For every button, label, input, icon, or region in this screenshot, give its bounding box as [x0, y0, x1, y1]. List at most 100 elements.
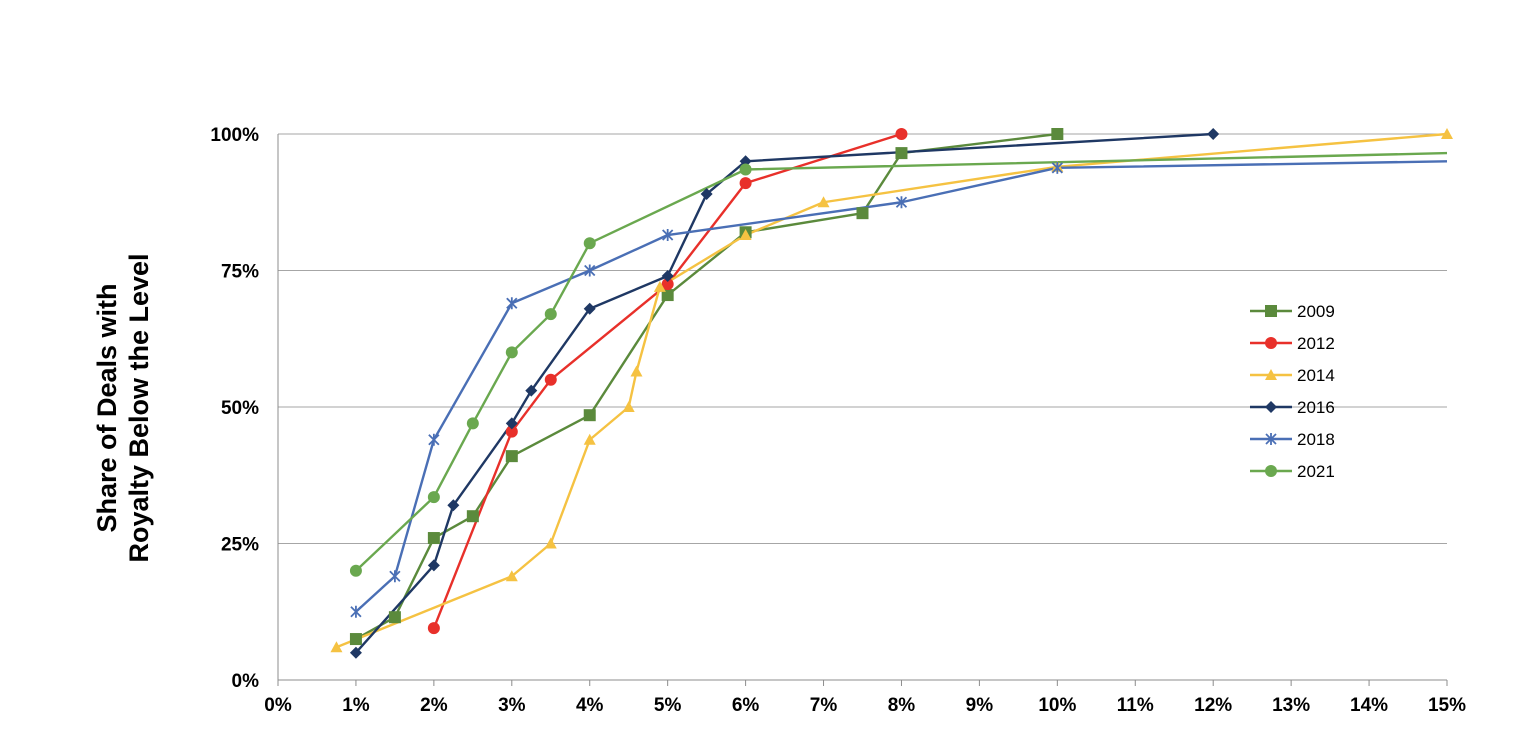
x-tick-label: 15% — [1428, 695, 1466, 716]
legend-label: 2016 — [1297, 398, 1335, 417]
data-point-2009 — [505, 450, 518, 463]
legend-item-2021: 2021 — [1250, 462, 1335, 481]
data-point-2014 — [739, 229, 752, 241]
x-tick-label: 9% — [966, 695, 994, 716]
data-point-2014 — [1441, 128, 1453, 139]
y-tick-label: 50% — [221, 398, 259, 419]
y-tick-label: 25% — [221, 535, 259, 556]
data-point-2014 — [653, 280, 666, 292]
legend-label: 2012 — [1297, 334, 1335, 353]
data-point-2016 — [447, 499, 460, 512]
data-point-2012 — [661, 278, 674, 291]
data-point-2009 — [466, 510, 479, 523]
y-tick-label: 100% — [210, 125, 259, 146]
legend-marker — [1265, 465, 1277, 477]
data-point-2016 — [583, 302, 596, 315]
data-point-2016 — [427, 559, 440, 572]
data-point-2014 — [622, 401, 635, 412]
series-line-2009 — [355, 132, 1058, 641]
data-point-2021 — [544, 308, 557, 321]
legend-item-2014: 2014 — [1250, 366, 1335, 385]
y-axis-title-line-2: Royalty Below the Level — [124, 253, 154, 562]
data-point-2021 — [427, 491, 440, 504]
series-markers — [330, 128, 1453, 659]
data-point-2018 — [428, 433, 440, 446]
data-point-2021 — [505, 346, 518, 359]
x-tick-label: 7% — [810, 695, 838, 716]
series-line-2012 — [432, 132, 902, 629]
data-point-2009 — [583, 409, 596, 422]
data-point-2018 — [895, 196, 908, 209]
y-tick-label: 0% — [232, 671, 260, 692]
data-point-2014 — [817, 196, 830, 208]
data-point-2016 — [661, 269, 674, 282]
data-point-2016 — [525, 384, 538, 397]
data-point-2009 — [427, 532, 440, 545]
x-tick-label: 1% — [342, 695, 370, 716]
y-axis-title: Share of Deals with Royalty Below the Le… — [92, 253, 154, 562]
data-point-2012 — [544, 373, 557, 386]
data-point-2009 — [661, 289, 674, 302]
legend-marker — [1265, 433, 1277, 445]
data-point-2021 — [583, 237, 596, 250]
x-tick-label: 2% — [420, 695, 448, 716]
data-point-2018 — [584, 264, 596, 277]
legend-item-2018: 2018 — [1250, 430, 1335, 449]
legend-item-2016: 2016 — [1250, 398, 1335, 417]
data-point-2016 — [505, 417, 518, 430]
data-point-2012 — [739, 177, 752, 190]
x-tick-label: 12% — [1194, 695, 1232, 716]
data-point-2016 — [700, 188, 713, 201]
x-tick-label: 0% — [264, 695, 292, 716]
x-tick-label: 14% — [1350, 695, 1388, 716]
data-point-2009 — [388, 611, 401, 624]
data-point-2014 — [544, 537, 557, 549]
axes — [277, 134, 1447, 681]
data-point-2014 — [505, 570, 518, 582]
x-tick-label: 11% — [1117, 695, 1154, 716]
x-tick-label: 5% — [654, 695, 682, 716]
data-point-2018 — [506, 297, 518, 310]
x-tick-label: 13% — [1272, 695, 1310, 716]
legend: 2009 2012 2014 2016 2018 2021 — [1250, 302, 1335, 481]
x-tick-label: 6% — [732, 695, 760, 716]
data-point-2009 — [856, 207, 869, 220]
series-line-2016 — [355, 132, 1214, 654]
data-point-2016 — [1207, 128, 1220, 140]
data-point-2021 — [739, 163, 752, 176]
legend-label: 2018 — [1297, 430, 1335, 449]
legend-marker — [1265, 305, 1277, 317]
data-point-2014 — [583, 433, 596, 445]
x-tick-label: 8% — [888, 695, 916, 716]
data-point-2018 — [350, 605, 362, 618]
data-point-2014 — [630, 365, 643, 377]
data-point-2021 — [349, 564, 362, 577]
series-line-2014 — [335, 132, 1448, 649]
legend-label: 2009 — [1297, 302, 1335, 321]
series-line-2021 — [355, 151, 1448, 572]
legend-label: 2014 — [1297, 366, 1335, 385]
series-lines — [335, 132, 1448, 654]
legend-label: 2021 — [1297, 462, 1335, 481]
data-point-2014 — [330, 641, 343, 653]
y-axis-ticks: 0% 25% 50% 75% 100% — [210, 125, 259, 692]
x-tick-label: 10% — [1038, 695, 1076, 716]
legend-marker — [1265, 369, 1277, 380]
x-tick-label: 4% — [576, 695, 604, 716]
data-point-2016 — [349, 646, 362, 659]
x-axis-ticks: 0% 1% 2% 3% 4% 5% 6% 7% 8% 9% 10% 11% 12% 13% 14% 15% — [264, 680, 1466, 716]
legend-item-2009: 2009 — [1250, 302, 1335, 321]
series-line-2018 — [355, 160, 1448, 613]
y-axis-title-line-1: Share of Deals with — [92, 283, 122, 532]
data-point-2009 — [349, 633, 362, 646]
data-point-2009 — [895, 147, 908, 160]
x-tick-label: 3% — [498, 695, 526, 716]
data-point-2018 — [1051, 161, 1063, 174]
data-point-2021 — [466, 417, 479, 430]
data-point-2018 — [662, 229, 674, 242]
data-point-2012 — [427, 622, 440, 635]
data-point-2012 — [895, 128, 908, 140]
data-point-2018 — [389, 570, 401, 583]
